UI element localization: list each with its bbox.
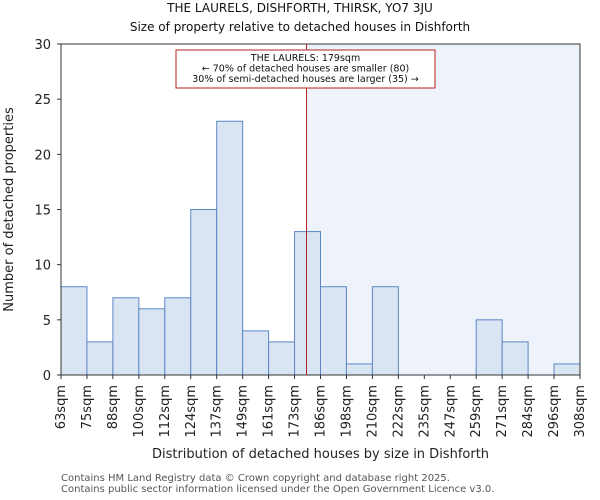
y-tick-label: 5 bbox=[43, 314, 51, 329]
x-tick-label: 124sqm bbox=[184, 385, 199, 438]
bars-group bbox=[60, 120, 581, 376]
x-tick-label: 210sqm bbox=[365, 385, 380, 438]
bar-112sqm bbox=[164, 297, 192, 376]
footer-line-2: Contains public sector information licen… bbox=[61, 484, 495, 495]
y-tick-label: 20 bbox=[34, 148, 51, 163]
x-tick-label: 137sqm bbox=[210, 385, 225, 438]
bar-100sqm bbox=[138, 308, 166, 376]
bar-88sqm bbox=[112, 297, 140, 376]
x-tick-label: 308sqm bbox=[573, 385, 588, 438]
x-tick-label: 284sqm bbox=[521, 385, 536, 438]
x-tick-label: 222sqm bbox=[391, 385, 406, 438]
bar-186sqm bbox=[320, 286, 347, 376]
x-tick-label: 186sqm bbox=[314, 385, 329, 438]
y-tick-label: 10 bbox=[34, 259, 51, 274]
bar-198sqm bbox=[345, 363, 373, 376]
x-tick-label: 149sqm bbox=[236, 385, 251, 438]
x-tick-label: 173sqm bbox=[288, 385, 303, 438]
x-tick-label: 247sqm bbox=[443, 385, 458, 438]
chart-subtitle: Size of property relative to detached ho… bbox=[129, 20, 471, 34]
x-tick-label: 112sqm bbox=[158, 385, 173, 438]
bar-259sqm bbox=[475, 319, 503, 376]
bar-124sqm bbox=[190, 209, 218, 376]
x-tick-label: 161sqm bbox=[262, 385, 277, 438]
annotation-box: THE LAURELS: 179sqm ← 70% of detached ho… bbox=[175, 49, 436, 89]
y-tick-label: 15 bbox=[34, 204, 51, 219]
x-tick-label: 88sqm bbox=[106, 385, 121, 429]
chart-title: THE LAURELS, DISHFORTH, THIRSK, YO7 3JU bbox=[167, 1, 433, 15]
x-tick-label: 235sqm bbox=[417, 385, 432, 438]
annotation-line-1: THE LAURELS: 179sqm bbox=[250, 53, 360, 64]
annotation-line-2: ← 70% of detached houses are smaller (80… bbox=[202, 64, 409, 75]
bar-75sqm bbox=[86, 341, 114, 376]
y-tick-label: 30 bbox=[34, 38, 51, 53]
x-tick-label: 296sqm bbox=[547, 385, 562, 438]
y-axis-label: Number of detached properties bbox=[2, 107, 17, 312]
bar-271sqm bbox=[501, 341, 529, 376]
footer-line-1: Contains HM Land Registry data © Crown c… bbox=[61, 473, 450, 484]
larger-than-subject-shading bbox=[306, 44, 580, 375]
bar-63sqm bbox=[60, 286, 88, 376]
x-tick-label: 63sqm bbox=[54, 385, 69, 429]
x-tick-label: 198sqm bbox=[339, 385, 354, 438]
bar-210sqm bbox=[371, 286, 399, 376]
bar-296sqm bbox=[553, 363, 581, 376]
y-tick-label: 25 bbox=[34, 93, 51, 108]
x-tick-label: 100sqm bbox=[132, 385, 147, 438]
y-tick-label: 0 bbox=[43, 369, 51, 384]
annotation-line-3: 30% of semi-detached houses are larger (… bbox=[192, 74, 419, 85]
x-tick-label: 259sqm bbox=[469, 385, 484, 438]
bar-149sqm bbox=[242, 330, 270, 376]
y-axis: 0 5 10 15 20 25 30 bbox=[34, 38, 61, 384]
bar-137sqm bbox=[216, 120, 244, 376]
x-axis-label: Distribution of detached houses by size … bbox=[152, 447, 489, 462]
x-tick-label: 75sqm bbox=[80, 385, 95, 429]
bar-161sqm bbox=[268, 341, 296, 376]
x-tick-label: 271sqm bbox=[495, 385, 510, 438]
x-axis: 63sqm 75sqm 88sqm 100sqm 112sqm 124sqm 137sqm 1… bbox=[54, 375, 588, 438]
bar-173sqm bbox=[294, 231, 321, 376]
annotation-frame bbox=[175, 49, 436, 89]
